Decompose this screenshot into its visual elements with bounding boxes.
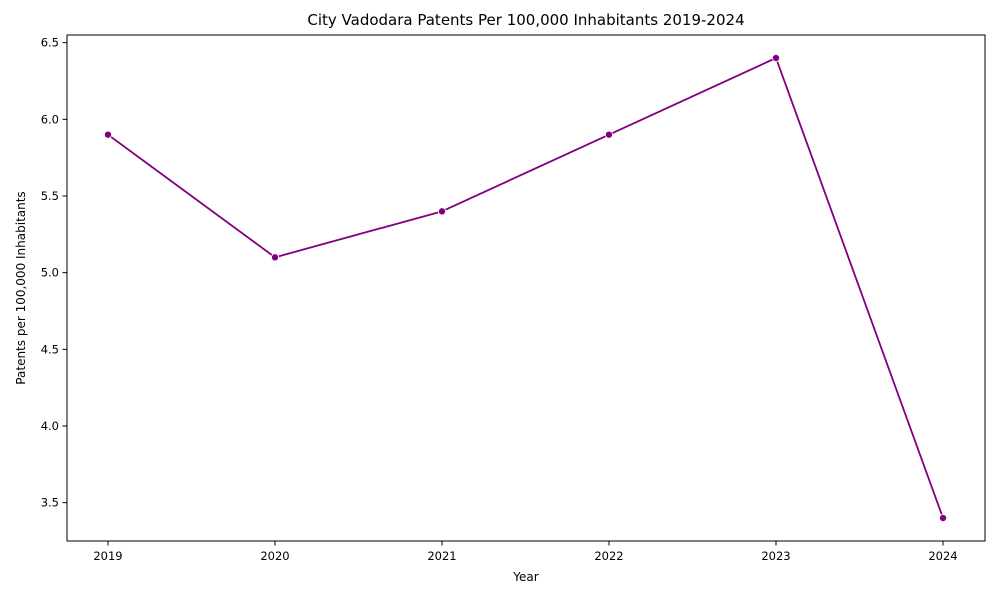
x-axis-label: Year [512, 570, 538, 584]
x-tick-label: 2022 [594, 549, 623, 563]
series-layer [104, 54, 946, 521]
x-tick-label: 2024 [928, 549, 957, 563]
y-axis: 3.5 4.0 4.5 5.0 5.5 6.0 6.5 [41, 36, 67, 510]
y-tick-label: 6.0 [41, 112, 59, 126]
y-tick-label: 4.5 [41, 342, 59, 356]
y-tick-label: 5.0 [41, 266, 59, 280]
data-point [104, 131, 111, 138]
chart-title: City Vadodara Patents Per 100,000 Inhabi… [307, 11, 744, 29]
x-tick-label: 2020 [260, 549, 289, 563]
y-tick-label: 5.5 [41, 189, 59, 203]
y-axis-label: Patents per 100,000 Inhabitants [14, 191, 28, 384]
plot-frame [67, 35, 985, 541]
y-tick-label: 3.5 [41, 496, 59, 510]
data-point [605, 131, 612, 138]
data-point [438, 208, 445, 215]
data-point [939, 514, 946, 521]
y-tick-label: 4.0 [41, 419, 59, 433]
x-axis: 2019 2020 2021 2022 2023 2024 [93, 541, 957, 563]
series-line [108, 58, 943, 518]
data-point [772, 54, 779, 61]
x-tick-label: 2019 [93, 549, 122, 563]
data-point [271, 254, 278, 261]
x-tick-label: 2023 [761, 549, 790, 563]
x-tick-label: 2021 [427, 549, 456, 563]
y-tick-label: 6.5 [41, 36, 59, 50]
